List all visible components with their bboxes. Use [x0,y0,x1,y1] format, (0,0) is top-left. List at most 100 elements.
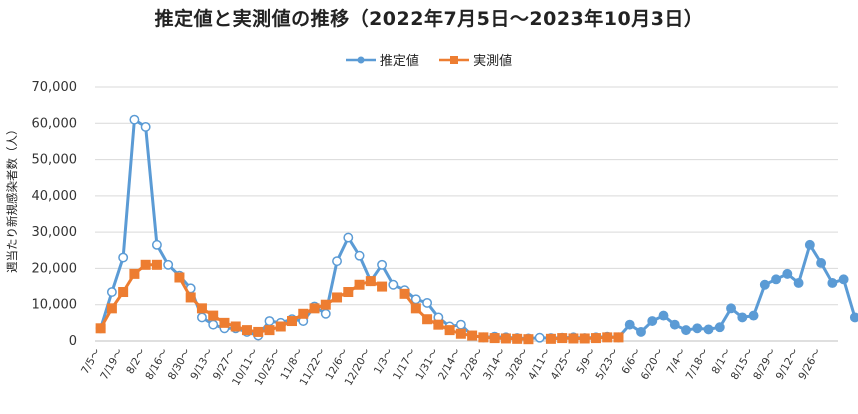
data-point-estimate [343,232,354,243]
y-tick-label: 30,000 [32,225,78,240]
data-point-estimate [151,239,162,250]
data-point-measured [512,333,523,344]
data-point-measured [579,333,590,344]
data-point-estimate [534,332,545,343]
data-point-estimate [681,325,691,336]
data-point-estimate [737,312,748,323]
data-point-measured [95,323,106,334]
data-point-measured [590,333,601,344]
data-point-estimate [264,316,275,326]
data-point-estimate [692,323,703,334]
data-point-measured [287,316,298,327]
data-point-measured [500,333,511,344]
legend-estimate-marker [345,56,376,63]
x-tick-label: 5/23～ [594,346,622,382]
data-point-measured [354,279,365,290]
data-point-estimate [669,319,680,330]
data-point-estimate [748,310,759,321]
x-tick-label: 7/18～ [684,346,712,382]
data-point-measured [129,268,140,279]
data-point-estimate [377,259,388,270]
data-point-estimate [771,274,782,285]
data-point-estimate [208,319,219,330]
legend-measured-marker [439,55,470,64]
legend-estimate-label: 推定値 [379,54,419,69]
data-point-estimate [703,324,714,335]
x-tick-label: 4/25～ [549,346,577,382]
data-point-measured [106,303,117,314]
data-point-estimate [163,259,174,270]
data-point-estimate [140,121,151,132]
data-point-estimate [759,279,770,290]
data-point-measured [309,303,320,314]
data-point-measured [613,332,624,343]
data-point-estimate [118,252,129,263]
data-point-measured [444,325,455,336]
y-tick-label: 0 [69,334,77,349]
data-point-estimate [196,312,207,323]
data-point-measured [151,259,162,270]
series-line-estimate [99,118,857,340]
data-point-estimate [647,316,658,326]
y-tick-label: 40,000 [32,189,78,204]
data-point-measured [219,317,230,328]
data-point-estimate [793,277,804,288]
x-tick-label: 9/26～ [796,346,824,382]
data-point-estimate [827,277,838,288]
data-point-measured [433,319,444,330]
legend-item-measured: 実測値 [439,50,512,69]
data-point-estimate [332,256,342,267]
data-point-measured [557,333,568,344]
data-point-estimate [129,114,140,125]
legend: 推定値 実測値 [0,50,858,69]
data-point-estimate [636,326,646,337]
data-point-estimate [106,287,117,297]
data-point-measured [478,332,489,343]
data-point-estimate [838,274,849,285]
data-point-estimate [804,239,815,250]
data-point-estimate [849,312,858,323]
data-point-measured [275,321,286,332]
data-point-measured [264,325,275,336]
y-tick-label: 20,000 [32,261,78,276]
data-point-measured [377,281,388,292]
data-point-estimate [816,258,827,268]
data-point-estimate [658,310,669,321]
data-point-measured [298,308,309,319]
y-tick-label: 70,000 [32,80,78,95]
data-point-measured [410,303,421,314]
data-point-measured [568,333,579,344]
data-point-measured [253,326,264,337]
chart-title: 推定値と実測値の推移（2022年7月5日～2023年10月3日） [154,8,704,30]
x-tick-label: 7/19～ [98,346,126,382]
data-point-measured [241,325,252,336]
y-tick-label: 10,000 [32,298,78,313]
data-point-measured [365,276,376,287]
data-point-measured [174,272,185,283]
data-point-measured [343,287,354,298]
data-point-measured [208,310,219,321]
data-point-measured [118,287,129,298]
data-point-measured [230,321,241,332]
legend-item-estimate: 推定値 [345,50,419,69]
y-tick-label: 60,000 [32,116,78,131]
data-point-estimate [422,297,433,308]
legend-measured-label: 実測値 [473,54,513,69]
data-point-measured [320,299,331,310]
data-point-estimate [388,279,399,290]
data-point-measured [602,332,613,343]
data-point-measured [455,328,466,339]
data-point-measured [489,333,500,344]
data-point-measured [422,314,433,325]
data-point-estimate [782,268,793,279]
data-point-measured [399,288,410,299]
data-point-estimate [320,308,331,319]
data-point-estimate [726,303,737,314]
y-tick-label: 50,000 [32,153,78,168]
data-point-measured [523,334,534,345]
data-point-measured [545,333,556,344]
data-point-measured [140,259,151,270]
data-point-measured [332,292,343,303]
data-point-measured [467,330,478,341]
